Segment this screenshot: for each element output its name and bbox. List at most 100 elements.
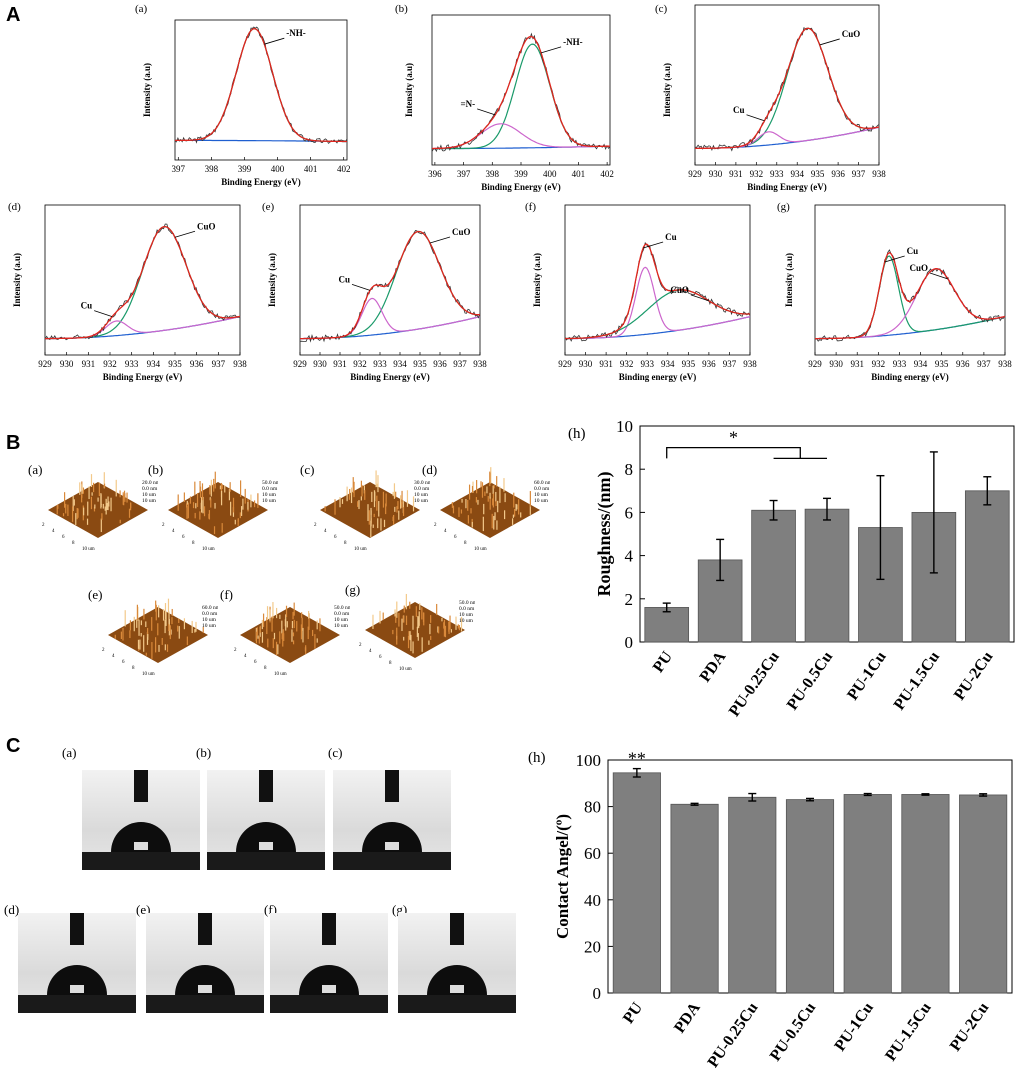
afm-scale-label: 30.0 nm [414,480,430,486]
xps-annotation-label: Cu [338,274,350,284]
xps-annotation-label: CuO [842,29,861,39]
afm-axis-tick: 6 [122,660,125,665]
afm-scale-label: 10 um [414,492,429,498]
xps-x-tick-label: 932 [353,359,367,369]
xps-background-line [45,316,241,340]
xps-x-tick-label: 936 [956,359,970,369]
syringe-needle [385,770,399,802]
bar-pda [670,803,719,994]
afm-scale-label: 0.0 nm [459,606,475,612]
xps-annotation-arrow [477,108,496,116]
xps-annotation-label: Cu [907,246,919,256]
xps-x-tick-label: 931 [333,359,347,369]
afm-axis-tick: 8 [132,666,135,671]
xps-annotation-label: Cu [665,232,677,242]
significance-bracket [666,446,801,459]
xps-x-tick-label: 937 [212,359,226,369]
syringe-needle [70,913,84,945]
droplet-highlight [322,985,336,993]
droplet [299,965,359,995]
xps-x-tick-label: 933 [770,169,784,179]
droplet-drawing [146,913,264,1013]
afm-axis-tick: 2 [359,643,362,648]
x-tick-label: PU [620,999,646,1027]
bar-pu-2cu [959,794,1008,994]
xps-x-tick-label: 930 [579,359,593,369]
xps-x-tick-label: 397 [172,164,186,174]
xps-x-tick-label: 929 [558,359,572,369]
xps-x-tick-label: 931 [729,169,743,179]
xps-annotation-arrow [642,241,664,249]
xps-x-tick-label: 934 [914,359,928,369]
afm-axis-tick: 2 [162,523,165,528]
section-label-b: B [6,432,21,454]
xps-x-tick-label: 933 [373,359,387,369]
afm-panel-id: (d) [422,462,437,477]
xps-envelope-line [565,243,750,340]
xps-x-tick-label: 930 [709,169,723,179]
xps-x-tick-label: 938 [233,359,247,369]
xps-background-line [565,316,751,340]
xps-x-axis-label: Binding Energy (eV) [103,372,183,382]
xps-envelope-line [815,251,1006,340]
bar-pu-025cu [728,796,777,994]
xps-fit-peak-cu [695,126,880,149]
bar-pu-025cu [751,509,796,643]
xps-panel-7: (g) Intensity (a.u) 929 930 931 932 933 934 935 9… [777,201,1012,382]
droplet-image-group: (a) (b) (c) (d) (e) (f) (g) [0,745,520,1013]
afm-scale-label: 50.0 nm [334,605,350,611]
xps-panel-id: (d) [8,201,21,213]
bar-pu-05cu [804,508,850,643]
xps-plot-frame [44,204,241,356]
afm-scale-label: 10 um [202,617,217,623]
afm-panel-id: (f) [220,587,233,602]
y-tick-label: 80 [584,798,601,817]
afm-axis-tick: 8 [464,541,467,546]
droplet-drawing [82,770,200,870]
x-tick-label: PDA [697,648,730,685]
y-axis-label: Roughness/(nm) [594,471,615,596]
xps-x-axis-label: Binding Energy (eV) [221,177,301,187]
bar-pu [612,772,661,994]
xps-x-axis-label: Binding Energy (eV) [481,182,561,192]
xps-x-tick-label: 936 [702,359,716,369]
xps-x-tick-label: 938 [473,359,487,369]
afm-surface [48,482,148,538]
afm-panel-id: (e) [88,587,102,602]
xps-x-tick-label: 935 [682,359,696,369]
xps-annotation-arrow [929,272,949,280]
xps-fit-peak-cu [565,266,751,340]
xps-annotation-arrow [540,46,562,54]
droplet-highlight [385,842,399,850]
afm-axis-tick: 4 [52,529,55,534]
x-tick-label: PU-0.5Cu [784,648,836,713]
afm-axis-tick: 8 [389,661,392,666]
xps-plot-frame [564,204,751,356]
substrate [333,852,451,870]
substrate [207,852,325,870]
xps-x-tick-label: 935 [168,359,182,369]
droplet-panel-id: (d) [4,902,20,917]
x-tick-label: PU-0.5Cu [767,999,819,1064]
x-tick-label: PU-2Cu [947,999,993,1054]
xps-x-tick-label: 934 [661,359,675,369]
xps-x-tick-label: 400 [271,164,285,174]
xps-panel-id: (f) [525,201,536,213]
droplet-panel-id: (c) [328,745,343,760]
xps-envelope-line [175,28,347,143]
droplet-drawing [18,913,136,1013]
xps-annotation-label: CuO [452,227,471,237]
y-tick-label: 4 [625,547,634,566]
afm-scale-label: 0.0 nm [142,486,158,492]
droplet [236,822,296,852]
afm-scale-label: 10 um [459,618,474,624]
droplet [175,965,235,995]
afm-axis-tick: 8 [192,541,195,546]
y-tick-label: 20 [584,937,601,956]
xps-annotation-arrow [264,37,285,45]
xps-x-tick-label: 933 [893,359,907,369]
xps-x-tick-label: 936 [190,359,204,369]
